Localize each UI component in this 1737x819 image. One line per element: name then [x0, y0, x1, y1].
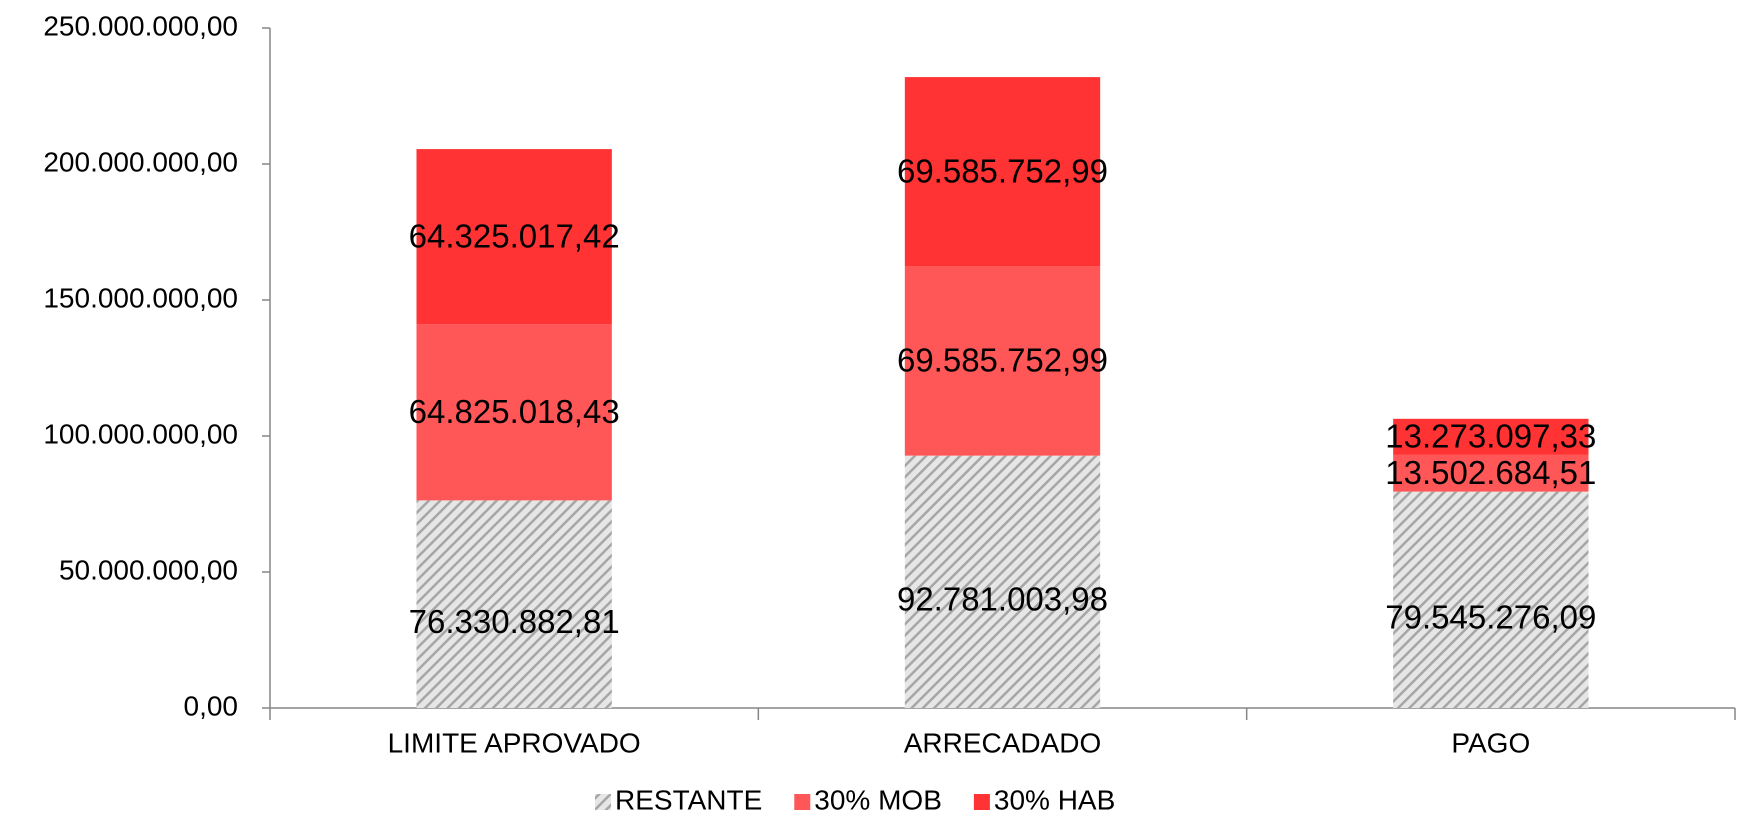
y-tick-label: 250.000.000,00	[43, 10, 238, 41]
bar-segment	[904, 266, 1101, 456]
legend-label: 30% MOB	[814, 784, 942, 815]
bar-segment	[904, 77, 1101, 267]
bar-segment	[416, 500, 612, 708]
legend-swatch	[794, 794, 811, 810]
y-tick-label: 50.000.000,00	[59, 554, 238, 585]
bar-segment	[416, 149, 612, 325]
data-label: 64.825.018,43	[409, 393, 620, 430]
legend-swatch	[973, 794, 990, 810]
data-label: 79.545.276,09	[1385, 599, 1596, 636]
data-label: 13.502.684,51	[1385, 454, 1596, 491]
y-tick-label: 200.000.000,00	[43, 146, 238, 177]
legend-label: RESTANTE	[615, 784, 762, 815]
x-tick-label: PAGO	[1451, 727, 1530, 758]
bar-segment	[904, 455, 1101, 708]
y-tick-label: 150.000.000,00	[43, 282, 238, 313]
legend-swatch	[595, 794, 611, 810]
data-label: 13.273.097,33	[1385, 418, 1596, 455]
bar-segment	[1393, 491, 1589, 708]
y-tick-label: 0,00	[184, 690, 239, 721]
bar-segment	[416, 324, 612, 501]
bar-segment	[1393, 418, 1589, 455]
data-label: 64.325.017,42	[409, 217, 620, 254]
legend-label: 30% HAB	[994, 784, 1115, 815]
data-label: 69.585.752,99	[897, 342, 1108, 379]
data-label: 69.585.752,99	[897, 152, 1108, 189]
x-tick-label: ARRECADADO	[904, 727, 1102, 758]
bar-segment	[1393, 454, 1589, 492]
x-tick-label: LIMITE APROVADO	[388, 727, 641, 758]
y-tick-label: 100.000.000,00	[43, 418, 238, 449]
data-label: 92.781.003,98	[897, 581, 1108, 618]
data-label: 76.330.882,81	[409, 603, 620, 640]
